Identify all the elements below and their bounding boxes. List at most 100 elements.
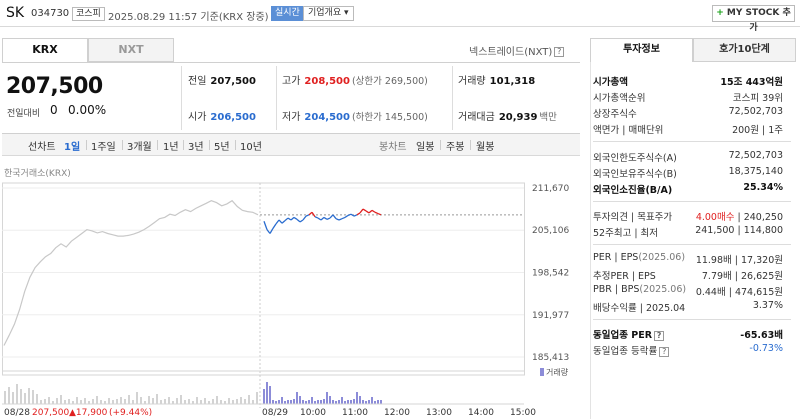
period-3m[interactable]: 3개월 <box>127 142 152 153</box>
today-line-segment <box>284 217 289 222</box>
per-eps-date: (2025.06) <box>638 252 686 263</box>
today-volume-bar <box>365 401 367 404</box>
prev-volume-bar <box>164 399 166 404</box>
today-line-segment <box>302 215 307 221</box>
help-icon[interactable]: ? <box>659 346 670 357</box>
today-volume-bar <box>359 396 361 404</box>
help-icon[interactable]: ? <box>654 330 665 341</box>
prev-volume-bar <box>144 401 146 404</box>
today-line-segment <box>377 212 382 216</box>
prev-volume-bar <box>16 384 18 404</box>
prev-volume-bar <box>72 401 74 404</box>
today-volume-bar <box>314 401 316 404</box>
period-5y[interactable]: 5년 <box>214 142 230 153</box>
target-price: 240,250 <box>743 212 783 223</box>
est-per-eps-label: 추정PER | EPS <box>593 271 656 282</box>
today-line-segment <box>350 213 355 217</box>
prev-volume-bar <box>4 391 6 404</box>
today-line-segment <box>374 211 379 215</box>
line-chart-button[interactable]: 선차트 <box>28 142 56 153</box>
monthly-candle-button[interactable]: 월봉 <box>476 142 495 153</box>
today-line-segment <box>308 211 313 216</box>
today-line-segment <box>332 214 337 220</box>
tab-krx[interactable]: KRX <box>2 38 88 62</box>
today-volume-bar <box>362 400 364 404</box>
opinion-label: 투자의견 | 목표주가 <box>593 212 673 223</box>
change-percent: 0.00% <box>68 103 107 117</box>
divider <box>593 319 791 320</box>
x-tick-label: 14:00 <box>468 408 494 418</box>
sector-change-label: 동일업종 등락률? <box>593 343 670 357</box>
tab-order-book[interactable]: 호가10단계 <box>693 38 796 62</box>
price-chart[interactable]: 211,670 205,106 198,542 191,977 185,413 거래량 08… <box>2 176 580 419</box>
help-icon[interactable]: ? <box>554 47 565 57</box>
foreign-limit-label: 외국인한도주식수(A) <box>593 153 677 164</box>
period-1d[interactable]: 1일 <box>64 142 81 153</box>
stock-name: SK <box>6 5 25 21</box>
prev-volume-bar <box>212 399 214 404</box>
divider <box>122 140 123 150</box>
today-line-segment <box>365 210 370 214</box>
prev-volume-bar <box>176 398 178 404</box>
prev-volume-bar <box>36 394 38 404</box>
prev-volume-bar <box>64 400 66 404</box>
add-my-stock-label: MY STOCK 추가 <box>726 8 791 33</box>
prev-volume-bar <box>216 396 218 404</box>
today-line-segment <box>356 212 361 216</box>
tab-nxt[interactable]: NXT <box>88 38 174 62</box>
add-my-stock-button[interactable]: + MY STOCK 추가 <box>712 5 795 33</box>
opinion-rating: 4.00매수 <box>695 212 735 223</box>
today-volume-bar <box>308 400 310 404</box>
period-1y[interactable]: 1년 <box>163 142 179 153</box>
pbr-bps-label: PBR | BPS(2025.06) <box>593 284 686 295</box>
info-tabs: 투자정보 호가10단계 <box>590 38 796 62</box>
trade-amount: 거래대금 20,939 백만 <box>458 108 557 123</box>
prev-volume-bar <box>140 397 142 404</box>
today-volume-bar <box>344 401 346 404</box>
foreign-ratio-label: 외국인소진율(B/A) <box>593 185 673 196</box>
upper-limit: (상한가 269,500) <box>351 76 428 87</box>
volume-legend-swatch <box>540 368 544 376</box>
prev-volume-bar <box>112 400 114 404</box>
lower-limit: (하한가 145,500) <box>351 112 428 123</box>
pbr-bps-label-text: PBR | BPS <box>593 284 640 295</box>
today-line-segment <box>287 217 292 221</box>
y-tick-label: 191,977 <box>532 311 569 321</box>
period-3y[interactable]: 3년 <box>188 142 204 153</box>
x-tick-label: 08/29 <box>262 408 288 418</box>
today-volume-bar <box>320 400 322 404</box>
divider <box>235 140 236 150</box>
candle-chart-label: 봉차트 <box>379 142 407 153</box>
prev-volume-bar <box>88 401 90 404</box>
per-eps-label: PER | EPS(2025.06) <box>593 252 685 263</box>
prev-volume-bar <box>220 400 222 404</box>
quote-datetime: 2025.08.29 11:57 기준(KRX 장중) <box>108 12 269 23</box>
divider <box>157 140 158 150</box>
realtime-button[interactable]: 실시간 <box>271 6 304 21</box>
today-line-segment <box>278 219 283 224</box>
market-cap-value: 15조 443억원 <box>720 77 783 88</box>
today-line-segment <box>293 216 298 220</box>
daily-candle-button[interactable]: 일봉 <box>416 142 435 153</box>
dividend-value: 3.37% <box>752 300 783 311</box>
chart-toolbar: 선차트 1일 1주일 3개월 1년 3년 5년 10년 봉차트 일봉 주봉 월봉 <box>2 134 580 156</box>
today-line-segment <box>290 216 295 221</box>
period-1w[interactable]: 1주일 <box>91 142 116 153</box>
today-volume-bar <box>293 399 295 404</box>
weekly-candle-button[interactable]: 주봉 <box>446 142 465 153</box>
corp-overview-dropdown[interactable]: 기업개요 ▾ <box>303 6 354 21</box>
prev-volume-bar <box>124 399 126 404</box>
today-volume-bar <box>380 400 382 404</box>
prev-volume-bar <box>180 395 182 404</box>
prev-volume-bar <box>252 400 254 404</box>
low-value: 204,500 <box>304 112 350 123</box>
period-10y[interactable]: 10년 <box>240 142 262 153</box>
prev-volume-bar <box>200 400 202 404</box>
prev-volume-bar <box>24 393 26 404</box>
tab-investment-info[interactable]: 투자정보 <box>590 38 693 62</box>
prev-volume-bar <box>52 401 54 404</box>
today-line-segment <box>314 216 319 219</box>
today-line-segment <box>362 208 367 212</box>
nextrade-link[interactable]: 넥스트레이드(NXT)? <box>469 43 565 58</box>
plus-icon: + <box>716 8 724 18</box>
